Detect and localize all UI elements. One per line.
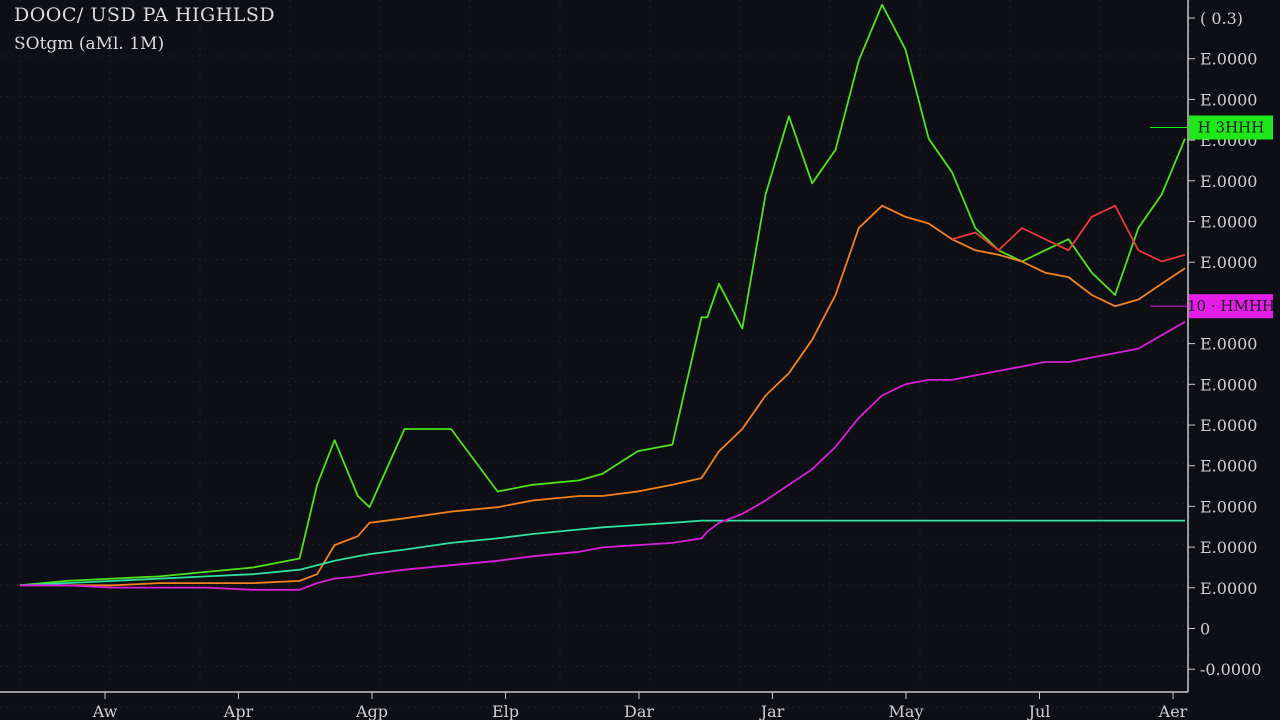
y-tick-label: E.0000 [1200, 90, 1257, 109]
series-line-red [951, 204, 1186, 263]
x-tick-label: Jul [1027, 702, 1051, 720]
price-badge: 10 · HMHH [1150, 294, 1275, 319]
y-tick-label: E.0000 [1200, 416, 1257, 435]
y-tick-label: E.0000 [1200, 538, 1257, 557]
x-tick-label: May [889, 702, 924, 720]
y-tick-label: E.0000 [1200, 457, 1257, 476]
series-layer [19, 3, 1186, 591]
x-tick-label: Aw [92, 702, 118, 720]
series-line-magenta [20, 321, 1186, 591]
y-tick-label: E.0000 [1200, 253, 1257, 272]
grid [0, 0, 1191, 708]
badge-box [1189, 115, 1273, 140]
y-tick-label: E.0000 [1200, 50, 1257, 69]
y-tick-label: E.0000 [1200, 172, 1257, 191]
series-line-orange [20, 204, 1186, 587]
x-tick-label: Dar [624, 702, 654, 720]
badge-box [1189, 294, 1273, 319]
x-tick-label: Elp [492, 702, 519, 720]
y-tick-label: E.0000 [1200, 213, 1257, 232]
price-badge: H 3HHH [1150, 115, 1273, 140]
chart-title: DOOC/ USD PA HIGHLSD [14, 4, 276, 26]
series-line-green [19, 3, 1186, 587]
price-badges: H 3HHH 10 · HMHH [1150, 115, 1275, 319]
x-tick-label: Aer [1158, 702, 1188, 720]
y-tick-label: E.0000 [1200, 579, 1257, 598]
y-tick-label: -0.0000 [1200, 660, 1261, 679]
y-tick-label: E.0000 [1200, 335, 1257, 354]
y-tick-label: E.0000 [1200, 375, 1257, 394]
y-tick-label: 0 [1200, 620, 1210, 639]
x-tick-label: Jar [759, 702, 785, 720]
chart-subtitle: SOtgm (aMl. 1M) [14, 34, 165, 54]
series-line-teal [19, 519, 1185, 587]
x-tick-label: Apr [223, 702, 254, 720]
badge-label: 10 · HMHH [1187, 297, 1275, 315]
y-tick-label: E.0000 [1200, 497, 1257, 516]
y-tick-label: ( 0.3) [1200, 9, 1243, 28]
x-tick-label: Agp [355, 702, 388, 720]
badge-label: H 3HHH [1198, 119, 1265, 137]
